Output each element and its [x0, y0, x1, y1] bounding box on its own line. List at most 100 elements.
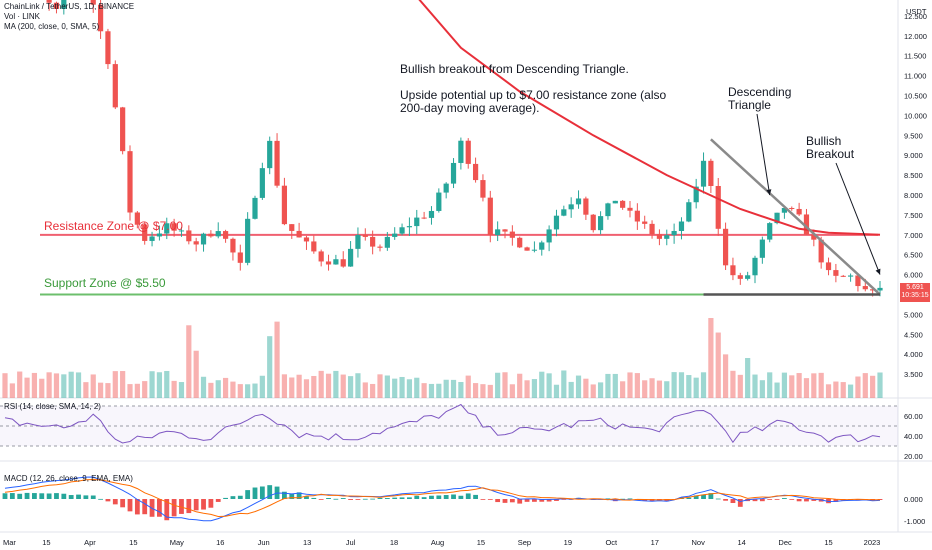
volume-bar [112, 371, 118, 398]
macd-histogram-bar [186, 499, 192, 514]
volume-bar [392, 378, 398, 398]
volume-bar [693, 377, 699, 398]
macd-histogram-bar [414, 495, 420, 499]
candle-body [303, 237, 310, 242]
volume-bar [590, 384, 596, 398]
volume-bar [296, 374, 302, 398]
x-tick-label: Aug [431, 538, 444, 547]
macd-histogram-bar [304, 496, 309, 499]
volume-bar [149, 371, 155, 398]
volume-bar [384, 375, 390, 398]
triangle-lines [703, 138, 881, 296]
volume-bar [847, 384, 854, 398]
macd-histogram-bar [686, 497, 692, 499]
candle-body [605, 203, 611, 217]
volume-bar [686, 375, 692, 398]
macd-histogram-bar [333, 498, 339, 500]
price-badge: 5.691 10:35:15 [900, 283, 930, 302]
price-tick-label: 7.500 [904, 211, 923, 220]
candle-body [333, 259, 339, 265]
volume-bar [436, 383, 442, 398]
candle-body [414, 217, 420, 227]
macd-histogram-bar [539, 499, 545, 502]
candle-body [811, 234, 817, 240]
macd-histogram-bar [289, 493, 295, 499]
volume-bar [818, 372, 824, 398]
price-tick-label: 11.500 [904, 52, 926, 61]
candle-body [700, 160, 707, 187]
macd-histogram-bar [326, 498, 331, 499]
macd-histogram-bar [142, 499, 148, 515]
volume-bar [75, 372, 82, 398]
macd-histogram-bar [532, 499, 537, 502]
volume-bar [303, 379, 310, 398]
volume-bar [428, 383, 435, 398]
macd-histogram-bar [811, 499, 817, 501]
candle-body [796, 208, 802, 215]
candle-body [61, 0, 67, 9]
volume-bar [39, 378, 45, 398]
macd-histogram-bar [120, 499, 126, 508]
macd-histogram-bar [230, 496, 236, 499]
macd-histogram-bar [465, 493, 471, 499]
macd-histogram-bar [627, 498, 633, 500]
candle-body [840, 275, 846, 277]
candle-body [803, 214, 810, 235]
macd-histogram-bar [399, 497, 405, 499]
rsi-pane: RSI (14, close, SMA, 14, 2) [0, 402, 898, 447]
candle-body [722, 228, 729, 266]
ma-label: MA (200, close, 0, SMA, 5) [4, 22, 100, 31]
volume-bar [333, 370, 339, 398]
candle-body [178, 230, 185, 232]
candle-body [149, 236, 155, 241]
volume-bar [105, 383, 111, 398]
volume-bar [200, 376, 207, 398]
candle-body [568, 204, 574, 210]
candle-body [664, 235, 670, 239]
macd-histogram-bar [473, 494, 478, 499]
volume-bar [340, 374, 346, 398]
macd-histogram-bar [90, 495, 96, 499]
macd-histogram-bar [487, 499, 493, 500]
volume-bar [524, 380, 530, 398]
price-tick-label: 4.000 [904, 350, 923, 359]
volume-bar [156, 372, 163, 398]
candle-body [406, 226, 413, 228]
macd-histogram-bar [782, 498, 787, 499]
volume-bar [583, 378, 589, 398]
volume-bar [502, 372, 508, 398]
volume-bar [24, 377, 30, 398]
macd-histogram-bar [517, 499, 523, 504]
macd-histogram-bar [384, 498, 390, 499]
volume-bar [178, 382, 185, 398]
volume-label: Vol · LINK [4, 12, 41, 21]
volume-bar [142, 381, 148, 398]
volume-bar [406, 379, 413, 398]
volume-bar [664, 381, 670, 398]
volume-bar [61, 374, 67, 398]
volume-bar [539, 371, 545, 398]
macd-histogram-bar [495, 499, 501, 503]
volume-bar [730, 370, 736, 398]
candle-body [215, 231, 221, 237]
volume-bar [458, 381, 464, 398]
macd-histogram-bar [311, 497, 317, 499]
macd-histogram-bar [98, 498, 103, 500]
candle-body [627, 207, 633, 211]
volume-bar [237, 384, 243, 398]
candle-body [590, 214, 596, 231]
volume-bar [31, 372, 38, 398]
candle-body [443, 183, 449, 193]
candle-body [311, 241, 317, 252]
candle-body [465, 140, 471, 164]
volume-bar [259, 375, 265, 398]
macd-histogram-bar [730, 499, 736, 504]
candle-body [436, 192, 442, 211]
volume-bar [325, 373, 332, 398]
candle-body [90, 0, 96, 5]
candle-body [164, 223, 170, 234]
candle-body [120, 107, 126, 152]
macd-histogram-bar [693, 495, 699, 499]
macd-histogram-bar [715, 498, 721, 500]
